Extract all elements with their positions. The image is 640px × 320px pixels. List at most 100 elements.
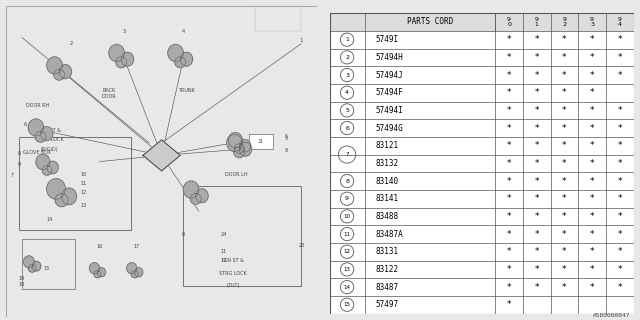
Text: 10: 10 — [81, 172, 87, 177]
Text: 8: 8 — [345, 179, 349, 184]
Text: *: * — [562, 283, 566, 292]
Text: *: * — [562, 247, 566, 256]
Text: *: * — [507, 141, 511, 150]
Bar — [330, 49, 634, 66]
Ellipse shape — [227, 134, 243, 151]
Ellipse shape — [36, 154, 50, 170]
Text: 9: 9 — [17, 162, 20, 167]
Text: DOOR LH: DOOR LH — [225, 172, 248, 177]
Text: A580000047: A580000047 — [593, 313, 630, 318]
Text: *: * — [534, 70, 539, 80]
Text: *: * — [507, 265, 511, 274]
Text: 12: 12 — [344, 249, 351, 254]
Text: 1: 1 — [300, 38, 303, 43]
Ellipse shape — [180, 52, 193, 66]
Bar — [330, 84, 634, 101]
Bar — [330, 31, 634, 49]
Bar — [330, 101, 634, 119]
Ellipse shape — [35, 131, 46, 142]
Text: *: * — [562, 124, 566, 132]
Bar — [330, 137, 634, 155]
Text: 2: 2 — [345, 55, 349, 60]
Ellipse shape — [196, 189, 208, 203]
Ellipse shape — [190, 193, 201, 204]
Text: *: * — [562, 159, 566, 168]
Text: *: * — [562, 212, 566, 221]
Bar — [330, 190, 634, 208]
Ellipse shape — [94, 271, 101, 278]
Text: (TILT): (TILT) — [227, 283, 239, 288]
Bar — [330, 119, 634, 137]
Text: *: * — [590, 212, 595, 221]
Text: 14: 14 — [344, 284, 351, 290]
Bar — [330, 172, 634, 190]
Ellipse shape — [28, 119, 44, 136]
Text: *: * — [590, 70, 595, 80]
Text: 5: 5 — [345, 108, 349, 113]
Text: *: * — [618, 212, 622, 221]
Ellipse shape — [228, 132, 243, 148]
Text: 13: 13 — [81, 203, 87, 208]
Ellipse shape — [175, 57, 186, 68]
Text: 57497: 57497 — [375, 300, 398, 309]
Text: *: * — [562, 229, 566, 239]
Text: *: * — [618, 141, 622, 150]
Text: 17: 17 — [134, 244, 140, 250]
Ellipse shape — [183, 181, 199, 198]
Text: 83140: 83140 — [375, 177, 398, 186]
Text: 5: 5 — [284, 134, 287, 139]
Text: *: * — [618, 35, 622, 44]
Text: 9
1: 9 1 — [535, 17, 539, 27]
Text: *: * — [618, 53, 622, 62]
Text: *: * — [590, 106, 595, 115]
Text: *: * — [590, 247, 595, 256]
Text: *: * — [507, 159, 511, 168]
Text: 14: 14 — [47, 217, 53, 221]
Ellipse shape — [127, 263, 137, 274]
Text: 83122: 83122 — [375, 265, 398, 274]
Text: 9
0: 9 0 — [507, 17, 511, 27]
Text: 10: 10 — [344, 214, 351, 219]
Ellipse shape — [131, 271, 138, 278]
Text: *: * — [562, 194, 566, 203]
Text: STRG LOCK: STRG LOCK — [219, 271, 247, 276]
Text: 6: 6 — [24, 122, 27, 127]
Text: 9
4: 9 4 — [618, 17, 622, 27]
Text: 9
3: 9 3 — [590, 17, 594, 27]
Ellipse shape — [168, 44, 183, 61]
Text: *: * — [590, 177, 595, 186]
Text: STRG LOCK: STRG LOCK — [36, 137, 64, 142]
Bar — [330, 208, 634, 225]
Bar — [330, 278, 634, 296]
Text: 7: 7 — [11, 173, 14, 178]
Text: *: * — [534, 177, 539, 186]
Ellipse shape — [90, 263, 100, 274]
Text: 5: 5 — [284, 136, 287, 141]
Text: 7: 7 — [346, 152, 349, 157]
Text: 9: 9 — [345, 196, 349, 201]
Text: 5749I: 5749I — [375, 35, 398, 44]
Text: 2: 2 — [70, 41, 73, 46]
Text: *: * — [590, 265, 595, 274]
Text: *: * — [618, 229, 622, 239]
Text: 57494G: 57494G — [375, 124, 403, 132]
Text: *: * — [507, 247, 511, 256]
Text: 21: 21 — [258, 139, 264, 144]
Text: *: * — [618, 70, 622, 80]
Text: *: * — [590, 229, 595, 239]
Text: *: * — [590, 88, 595, 97]
Text: 1: 1 — [345, 37, 349, 42]
Text: *: * — [590, 141, 595, 150]
Text: *: * — [590, 53, 595, 62]
Text: 57494J: 57494J — [375, 70, 403, 80]
Text: PARTS CORD: PARTS CORD — [407, 17, 453, 26]
Ellipse shape — [47, 179, 65, 199]
Bar — [330, 225, 634, 243]
Text: *: * — [590, 283, 595, 292]
Text: *: * — [507, 124, 511, 132]
Text: *: * — [534, 159, 539, 168]
Ellipse shape — [109, 44, 124, 61]
Polygon shape — [143, 140, 180, 171]
Text: *: * — [534, 106, 539, 115]
Ellipse shape — [61, 188, 77, 205]
